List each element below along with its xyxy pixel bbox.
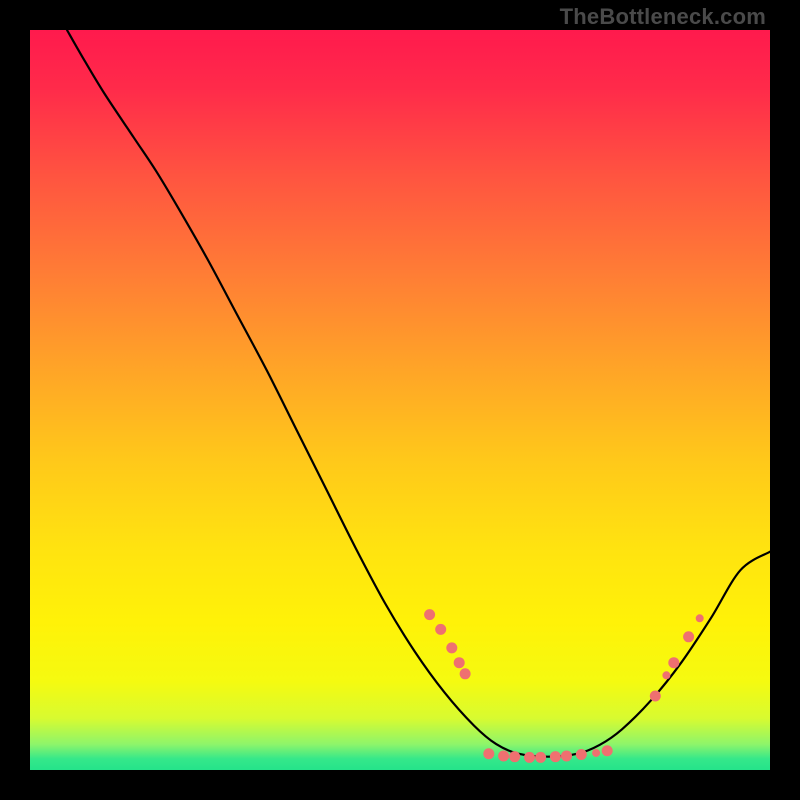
curve-marker [454,657,465,668]
curve-marker [550,751,561,762]
curve-marker [460,668,471,679]
curve-marker [592,749,600,757]
curve-markers [424,609,704,763]
curve-marker [602,745,613,756]
curve-marker [650,691,661,702]
curve-marker [435,624,446,635]
curve-marker [561,750,572,761]
curve-marker [683,631,694,642]
curve-marker [424,609,435,620]
bottleneck-curve [67,30,770,757]
curve-marker [696,614,704,622]
curve-marker [668,657,679,668]
curve-marker [446,642,457,653]
curve-marker [524,752,535,763]
curve-marker [509,751,520,762]
bottleneck-chart [30,30,770,770]
watermark-text: TheBottleneck.com [560,4,766,30]
curve-marker [576,749,587,760]
chart-frame [30,30,770,770]
curve-marker [535,752,546,763]
curve-marker [498,750,509,761]
curve-marker [483,748,494,759]
curve-marker [662,671,670,679]
